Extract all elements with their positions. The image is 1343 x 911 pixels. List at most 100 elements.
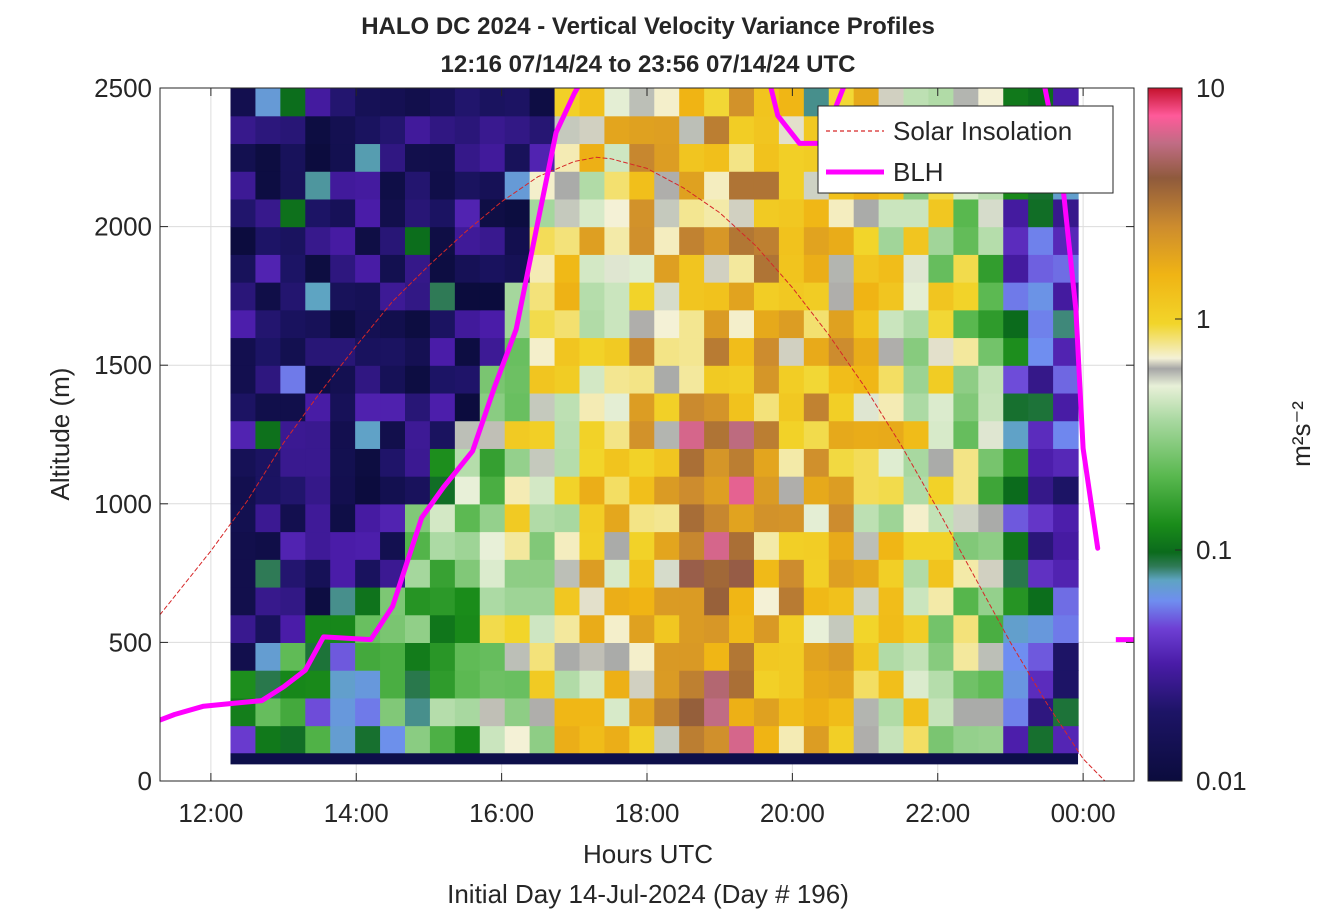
heatmap-cell — [554, 143, 581, 172]
heatmap-cell — [654, 642, 680, 671]
heatmap-cell — [255, 642, 281, 671]
heatmap-cell — [255, 226, 281, 255]
heatmap-cell — [753, 309, 780, 339]
heatmap-cell — [529, 697, 556, 727]
heatmap-cell — [504, 531, 531, 560]
heatmap-cell — [753, 503, 780, 533]
heatmap-cell — [230, 254, 257, 283]
heatmap-cell — [978, 697, 1004, 727]
heatmap-cell — [604, 642, 630, 671]
heatmap-cell — [479, 697, 506, 727]
heatmap-cell — [828, 476, 855, 505]
heatmap-cell — [828, 586, 855, 616]
heatmap-cell — [380, 254, 406, 283]
heatmap-cell — [928, 392, 954, 422]
heatmap-cell — [330, 559, 356, 588]
heatmap-cell — [355, 531, 381, 560]
heatmap-cell — [1003, 309, 1029, 339]
heatmap-cell — [629, 309, 655, 339]
heatmap-cell — [479, 586, 506, 616]
heatmap-cell — [978, 337, 1004, 366]
heatmap-cell — [704, 226, 730, 255]
heatmap-cell — [305, 88, 331, 117]
heatmap-cell — [405, 226, 431, 255]
heatmap-cell — [729, 476, 755, 505]
heatmap-cell — [380, 476, 406, 505]
heatmap-cell — [479, 725, 506, 754]
heatmap-cell — [679, 309, 705, 339]
heatmap-cell — [853, 725, 880, 754]
heatmap-cell — [704, 503, 730, 533]
heatmap-cell — [1028, 337, 1054, 366]
heatmap-cell — [654, 448, 680, 477]
heatmap-cell — [878, 614, 905, 643]
heatmap-cell — [429, 88, 456, 117]
heatmap-cell — [230, 309, 257, 339]
legend-solar-label: Solar Insolation — [893, 116, 1072, 146]
heatmap-cell — [928, 254, 954, 283]
heatmap-cell — [529, 531, 556, 560]
heatmap-cell — [803, 365, 830, 394]
heatmap-cell — [280, 115, 306, 145]
heatmap-cell — [579, 337, 606, 366]
heatmap-cell — [255, 614, 281, 643]
heatmap-cell — [828, 254, 855, 283]
heatmap-cell — [280, 725, 306, 754]
heatmap-cell — [355, 115, 381, 145]
heatmap-cell — [778, 365, 805, 394]
heatmap-cell — [504, 198, 531, 228]
heatmap-cell — [729, 503, 755, 533]
heatmap-cell — [380, 171, 406, 200]
heatmap-cell — [978, 226, 1004, 255]
heatmap-cell — [330, 670, 356, 699]
heatmap-cell — [529, 725, 556, 754]
heatmap-cell — [753, 614, 780, 643]
heatmap-cell — [604, 392, 630, 422]
heatmap-cell — [1028, 254, 1054, 283]
heatmap-cell — [230, 337, 257, 366]
heatmap-cell — [230, 725, 257, 754]
heatmap-cell — [280, 226, 306, 255]
heatmap-cell — [380, 642, 406, 671]
heatmap-cell — [230, 642, 257, 671]
legend-blh-label: BLH — [893, 157, 944, 187]
heatmap-cell — [405, 725, 431, 754]
x-tick-label: 14:00 — [324, 798, 389, 828]
heatmap — [230, 88, 1079, 765]
heatmap-cell — [729, 198, 755, 228]
heatmap-cell — [355, 697, 381, 727]
heatmap-cell — [629, 337, 655, 366]
plot-area: 12:00 14:00 16:00 18:00 20:00 22:00 00:00 0 500… — [94, 73, 1135, 828]
heatmap-cell — [280, 503, 306, 533]
heatmap-cell — [604, 309, 630, 339]
heatmap-cell — [679, 88, 705, 117]
heatmap-cell — [778, 420, 805, 449]
heatmap-cell — [679, 226, 705, 255]
heatmap-cell — [1028, 586, 1054, 616]
heatmap-cell — [305, 198, 331, 228]
heatmap-cell — [978, 614, 1004, 643]
heatmap-cell — [1028, 392, 1054, 422]
heatmap-cell — [654, 503, 680, 533]
heatmap-cell — [280, 198, 306, 228]
heatmap-cell — [604, 586, 630, 616]
heatmap-cell — [330, 254, 356, 283]
heatmap-cell — [355, 586, 381, 616]
heatmap-cell — [454, 143, 481, 172]
heatmap-cell — [928, 503, 954, 533]
y-tick-label: 1000 — [94, 489, 152, 519]
heatmap-cell — [704, 337, 730, 366]
heatmap-cell — [529, 670, 556, 699]
heatmap-cell — [1053, 476, 1079, 505]
heatmap-cell — [778, 337, 805, 366]
heatmap-cell — [928, 697, 954, 727]
heatmap-cell — [604, 531, 630, 560]
heatmap-cell — [554, 226, 581, 255]
heatmap-cell — [903, 254, 930, 283]
heatmap-cell — [1028, 614, 1054, 643]
heatmap-cell — [255, 143, 281, 172]
heatmap-cell — [953, 309, 979, 339]
heatmap-cell — [679, 448, 705, 477]
heatmap-cell — [554, 420, 581, 449]
